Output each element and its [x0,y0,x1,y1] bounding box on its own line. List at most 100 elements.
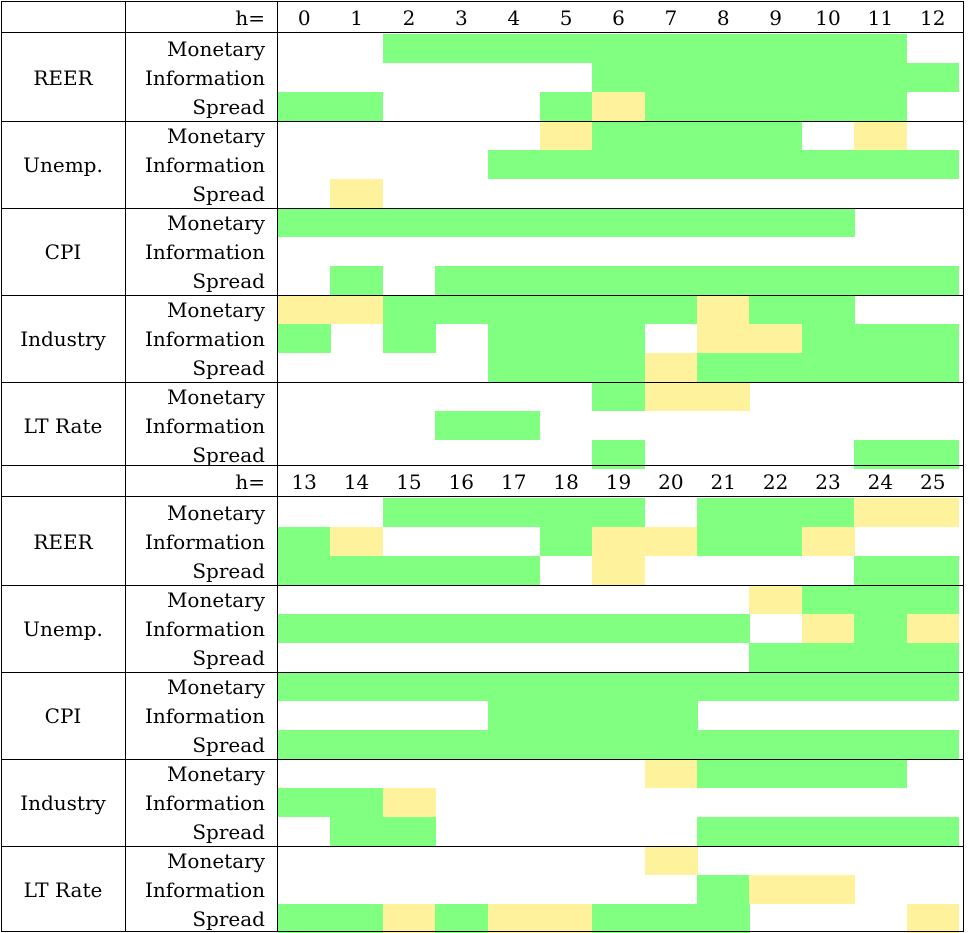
heat-cell-marginal [330,295,384,324]
heat-cell-significant [435,614,488,643]
rule-group [1,382,963,383]
heat-cell-marginal [906,614,960,643]
heat-cell-significant [644,150,698,179]
variable-label: REER [33,65,93,90]
heat-cell-significant [801,150,855,179]
heat-cell-significant [435,411,488,440]
heat-cell-significant [906,643,960,672]
heat-cell-marginal [854,121,908,150]
variable-label: Industry [20,790,106,815]
heat-cell-significant [382,324,436,353]
heat-cell-significant [435,34,488,63]
heat-cell-significant [435,295,488,324]
heat-cell-significant [330,788,384,817]
heat-cell-significant [749,672,803,701]
heat-cell-significant [592,498,646,527]
shock-label: Spread [192,94,265,119]
heat-cell-marginal [644,382,698,411]
heat-cell-significant [278,788,331,817]
heat-cell-significant [697,527,750,556]
heat-cell-significant [382,34,436,63]
heat-cell-marginal [382,904,436,933]
heat-cell-significant [278,730,331,759]
heat-cell-significant [330,614,384,643]
heat-cell-significant [854,730,908,759]
shock-label: Monetary [166,210,265,235]
heat-cell-significant [801,498,855,527]
variable-label: CPI [44,239,82,264]
heat-cell-significant [487,34,541,63]
heat-cell-marginal [906,498,960,527]
heat-cell-significant [749,266,803,295]
heat-cell-significant [697,34,750,63]
heat-cell-marginal [644,846,698,875]
shock-label: Monetary [166,848,265,873]
heat-cell-marginal [330,527,384,556]
heat-cell-significant [435,730,488,759]
shock-label: Information [144,790,265,815]
heat-cell-significant [435,904,488,933]
heat-cell-marginal [854,498,908,527]
shock-label: Spread [192,355,265,380]
shock-label: Monetary [166,384,265,409]
heat-cell-significant [487,701,541,730]
heat-cell-significant [382,672,436,701]
shock-label: Spread [192,268,265,293]
heat-cell-significant [539,672,593,701]
heat-cell-significant [801,672,855,701]
heat-cell-significant [749,208,803,237]
shock-label: Spread [192,906,265,931]
heat-cell-significant [539,266,593,295]
horizon-label: 3 [454,6,468,30]
heat-cell-significant [487,324,541,353]
heat-cell-significant [801,63,855,92]
heat-cell-significant [539,92,593,121]
horizon-label: 14 [343,470,370,494]
heat-cell-significant [487,208,541,237]
heat-cell-significant [906,672,960,701]
rule-group [1,759,963,760]
heat-cell-significant [749,121,803,150]
heat-cell-significant [644,208,698,237]
shock-label: Information [144,326,265,351]
heat-cell-significant [278,614,331,643]
horizon-label: 18 [553,470,579,494]
variable-label: REER [33,529,93,554]
heat-cell-significant [644,92,698,121]
horizon-label: 12 [920,6,946,30]
variable-label: Unemp. [23,152,103,177]
heat-cell-significant [906,324,960,353]
shock-label: Spread [192,732,265,757]
rule-header [1,496,963,497]
heat-cell-significant [592,208,646,237]
heat-cell-significant [487,353,541,382]
heat-cell-significant [906,353,960,382]
heat-cell-marginal [592,92,646,121]
heat-cell-significant [278,904,331,933]
heat-cell-significant [592,382,646,411]
heat-cell-significant [330,672,384,701]
heat-cell-significant [749,353,803,382]
heat-cell-significant [487,556,541,585]
rule-top [1,1,963,2]
heat-cell-significant [592,353,646,382]
shock-label: Information [144,152,265,177]
heat-cell-significant [906,817,960,846]
shock-label: Information [144,616,265,641]
shock-label: Information [144,413,265,438]
horizon-label: 17 [500,470,527,494]
rule-group [1,585,963,586]
heat-cell-significant [749,759,803,788]
heat-cell-significant [697,121,750,150]
shock-label: Information [144,65,265,90]
heat-cell-significant [749,498,803,527]
heat-cell-significant [854,92,908,121]
heat-cell-significant [592,701,646,730]
rule-top [1,465,963,466]
heat-cell-significant [906,63,960,92]
heat-cell-significant [592,266,646,295]
heat-cell-significant [592,730,646,759]
heat-cell-significant [644,904,698,933]
heat-cell-significant [330,92,384,121]
heat-cell-significant [539,34,593,63]
